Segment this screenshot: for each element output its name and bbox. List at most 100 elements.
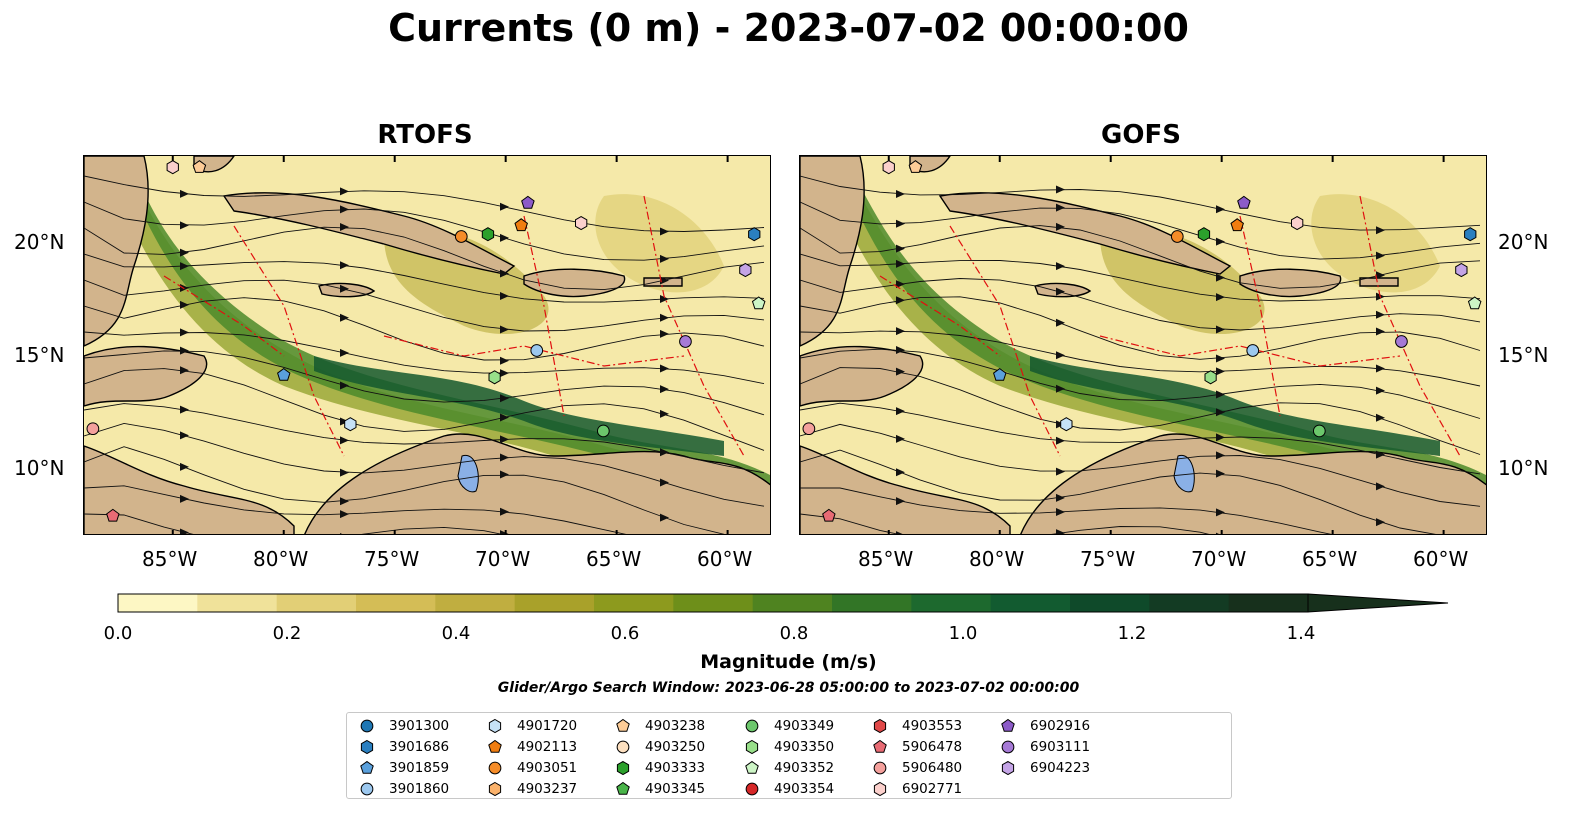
streamline-arrow	[1216, 532, 1219, 534]
map-rtofs	[83, 155, 771, 535]
streamline-arrow	[500, 453, 509, 462]
streamline-arrow	[896, 189, 905, 198]
streamline-arrow	[1376, 251, 1385, 260]
colorbar-tick: 0.2	[272, 623, 302, 644]
streamline	[800, 348, 1481, 419]
legend-marker-icon	[873, 718, 887, 734]
eez-boundary	[383, 335, 685, 367]
legend-label: 4903350	[774, 739, 835, 755]
float-marker	[481, 227, 495, 242]
legend-label: 3901300	[389, 718, 450, 734]
float-marker	[575, 216, 588, 231]
streamline-arrow	[180, 328, 189, 337]
legend-marker	[616, 740, 630, 754]
eez-boundary	[1099, 335, 1401, 367]
colorbar-segment	[435, 594, 516, 612]
streamline	[800, 513, 1210, 534]
streamline-arrow	[1216, 433, 1225, 442]
streamline-arrow	[896, 497, 905, 506]
streamline-arrow	[340, 205, 349, 214]
streamline-arrow	[1376, 386, 1385, 395]
eez-boundary	[523, 215, 565, 417]
legend-marker	[488, 781, 502, 797]
streamline-arrow	[896, 327, 905, 336]
streamline-arrow	[180, 189, 189, 198]
legend-marker-icon	[873, 761, 887, 775]
lon-label: 80°W	[253, 547, 309, 571]
streamline-arrow	[1376, 226, 1385, 235]
streamline-arrow	[180, 431, 189, 440]
legend-marker-icon	[488, 761, 502, 775]
streamline-arrow	[340, 348, 349, 357]
current-map	[84, 156, 770, 534]
float-marker	[1060, 417, 1073, 432]
legend-marker-icon	[360, 739, 374, 755]
streamline	[800, 487, 1332, 534]
legend-label: 4903553	[902, 718, 963, 734]
colorbar-tick: 0.0	[103, 623, 133, 644]
lon-label: 60°W	[697, 547, 753, 571]
legend-item: 6904223	[998, 758, 1090, 778]
legend-item: 6903111	[998, 737, 1090, 757]
streamline-arrow	[1376, 271, 1385, 280]
float-marker	[993, 367, 1007, 381]
streamline-arrow	[1056, 203, 1065, 212]
legend-label: 4903345	[645, 781, 706, 797]
legend-item: 4903352	[742, 758, 834, 778]
streamline-arrow	[1216, 205, 1225, 214]
legend-marker	[616, 718, 630, 732]
search-window-caption: Glider/Argo Search Window: 2023-06-28 05…	[497, 680, 1080, 696]
lat-label: 10°N	[1498, 456, 1549, 480]
land-mass	[800, 445, 1011, 534]
legend-item: 4903345	[613, 779, 705, 799]
streamline-arrow	[1216, 390, 1225, 399]
streamline	[800, 449, 1436, 534]
legend-marker-icon	[1001, 740, 1015, 754]
legend-marker	[488, 718, 502, 734]
streamline-arrow	[340, 223, 349, 232]
legend-item: 4903349	[742, 716, 834, 736]
lon-label: 85°W	[142, 547, 198, 571]
float-marker	[106, 508, 120, 522]
streamline-arrow	[1216, 293, 1225, 302]
streamline-arrow	[896, 346, 905, 355]
streamline-arrow	[660, 329, 669, 338]
speed-band	[595, 194, 724, 293]
speed-band	[314, 356, 724, 456]
streamline-arrow	[180, 221, 189, 230]
streamline	[84, 422, 765, 507]
float-marker	[1237, 195, 1251, 209]
streamline-arrow	[896, 219, 905, 228]
streamline	[800, 330, 1481, 387]
streamline-arrow	[660, 227, 669, 236]
legend-item: 4901720	[485, 716, 577, 736]
legend-item: 4902113	[485, 737, 577, 757]
streamline-arrow	[340, 497, 349, 506]
streamline-arrow	[660, 513, 669, 522]
panel-title-gofs: GOFS	[1101, 120, 1181, 150]
streamline	[800, 201, 1481, 260]
streamline-arrow	[1056, 262, 1065, 271]
legend-marker-icon	[616, 760, 630, 776]
streamline-arrow	[896, 259, 905, 268]
streamline-arrow	[180, 366, 189, 375]
legend-marker-icon	[745, 719, 759, 733]
streamline-arrow	[180, 248, 189, 257]
legend-label: 5906478	[902, 739, 963, 755]
lat-label: 15°N	[1498, 343, 1549, 367]
legend-marker	[745, 782, 759, 796]
land-mass	[84, 445, 295, 534]
colorbar-segment	[118, 594, 198, 612]
legend-marker	[1001, 760, 1015, 776]
legend-marker-icon	[488, 739, 502, 753]
map-gofs	[799, 155, 1487, 535]
streamline-arrow	[340, 436, 349, 445]
streamline-arrow	[500, 202, 509, 211]
streamline-arrow	[1056, 467, 1065, 476]
legend-label: 4903333	[645, 760, 706, 776]
float-marker	[751, 296, 766, 310]
streamline	[84, 201, 765, 261]
legend-item: 3901300	[357, 716, 449, 736]
float-marker	[1291, 216, 1304, 231]
streamline-arrow	[660, 448, 669, 457]
